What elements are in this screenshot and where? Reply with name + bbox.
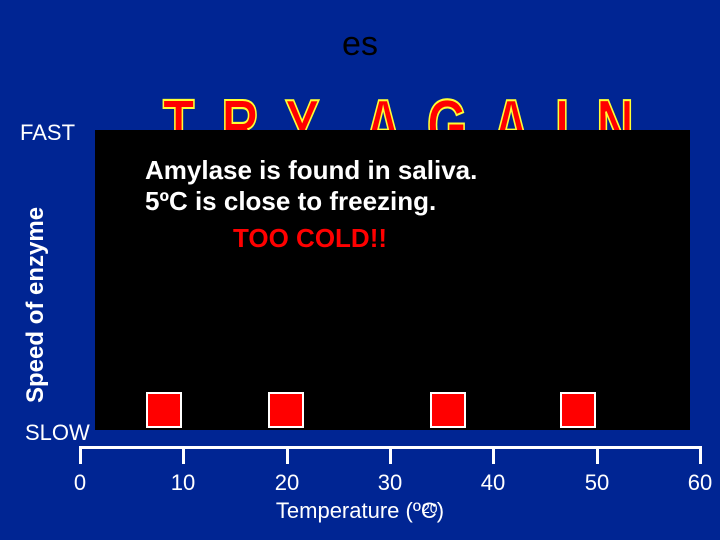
xaxis-tick xyxy=(699,446,702,464)
answer-marker[interactable] xyxy=(560,392,596,428)
answer-marker[interactable] xyxy=(146,392,182,428)
xaxis-label: 50 xyxy=(585,470,609,496)
xaxis-tick xyxy=(286,446,289,464)
feedback-emphasis: TOO COLD!! xyxy=(145,223,475,254)
slide: es T R Y A G A I N FAST Speed of enzyme … xyxy=(0,0,720,540)
feedback-message: Amylase is found in saliva. 5ºC is close… xyxy=(145,155,477,255)
xaxis-label: 20 xyxy=(275,470,299,496)
answer-marker[interactable] xyxy=(430,392,466,428)
feedback-line-1: Amylase is found in saliva. xyxy=(145,155,477,186)
yaxis-slow-label: SLOW xyxy=(25,420,90,446)
xaxis-label: 40 xyxy=(481,470,505,496)
yaxis-title: Speed of enzyme xyxy=(22,207,50,403)
xaxis-tick xyxy=(389,446,392,464)
slide-number-overlay: 20 xyxy=(422,500,438,516)
xaxis-label: 10 xyxy=(171,470,195,496)
xaxis-tick xyxy=(492,446,495,464)
answer-marker[interactable] xyxy=(268,392,304,428)
xaxis-tick xyxy=(596,446,599,464)
yaxis-fast-label: FAST xyxy=(20,120,75,146)
xaxis-tick xyxy=(79,446,82,464)
chart-plot-area: Amylase is found in saliva. 5ºC is close… xyxy=(95,130,690,430)
xaxis-label: 60 xyxy=(688,470,712,496)
xaxis-label: 0 xyxy=(74,470,86,496)
xaxis-label: 30 xyxy=(378,470,402,496)
xaxis-title: Temperature (ºC) xyxy=(0,498,720,524)
feedback-line-2: 5ºC is close to freezing. xyxy=(145,186,477,217)
xaxis-tick xyxy=(182,446,185,464)
